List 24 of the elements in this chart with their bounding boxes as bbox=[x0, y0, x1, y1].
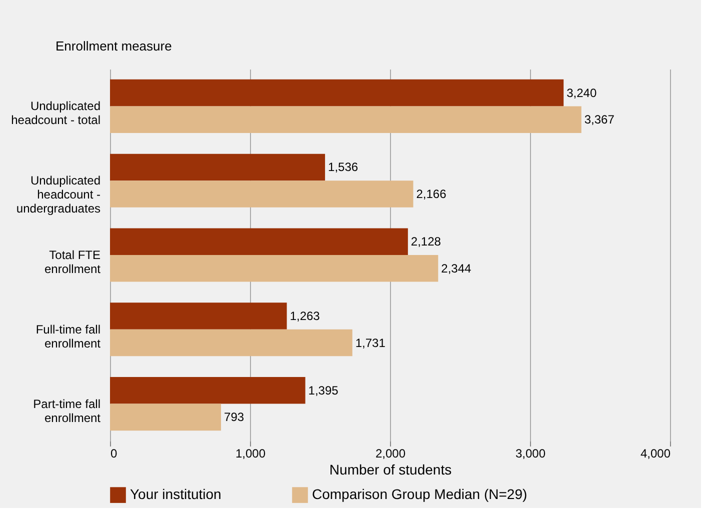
data-label: 2,344 bbox=[441, 261, 472, 276]
data-label: 2,166 bbox=[416, 186, 447, 201]
data-label: 793 bbox=[224, 410, 244, 424]
legend-label: Comparison Group Median (N=29) bbox=[312, 486, 528, 502]
y-tick-label: Full-time fall enrollment bbox=[36, 322, 102, 350]
data-label: 2,128 bbox=[410, 234, 442, 249]
y-tick-label: Unduplicated headcount - undergraduates bbox=[16, 174, 100, 216]
x-tick-label: 0 bbox=[110, 446, 118, 460]
x-tick-label: 4,000 bbox=[640, 446, 671, 460]
data-label: 1,263 bbox=[290, 309, 320, 324]
data-label: 3,367 bbox=[584, 112, 615, 127]
y-axis-title: Enrollment measure bbox=[56, 38, 172, 54]
data-label: 3,240 bbox=[566, 86, 597, 100]
x-tick-label: 2,000 bbox=[375, 446, 406, 460]
x-tick-label: 1,000 bbox=[235, 446, 266, 460]
x-tick-label: 3,000 bbox=[515, 446, 546, 460]
y-tick-label: Total FTE enrollment bbox=[44, 248, 102, 276]
data-label: 1,395 bbox=[308, 383, 339, 398]
data-label: 1,536 bbox=[328, 160, 358, 174]
x-axis-title: Number of students bbox=[329, 462, 452, 478]
y-tick-label: Unduplicated headcount - total bbox=[11, 99, 100, 128]
legend-label: Your institution bbox=[130, 486, 222, 502]
data-label: 1,731 bbox=[355, 336, 386, 350]
y-tick-label: Part-time fall enrollment bbox=[33, 396, 102, 425]
